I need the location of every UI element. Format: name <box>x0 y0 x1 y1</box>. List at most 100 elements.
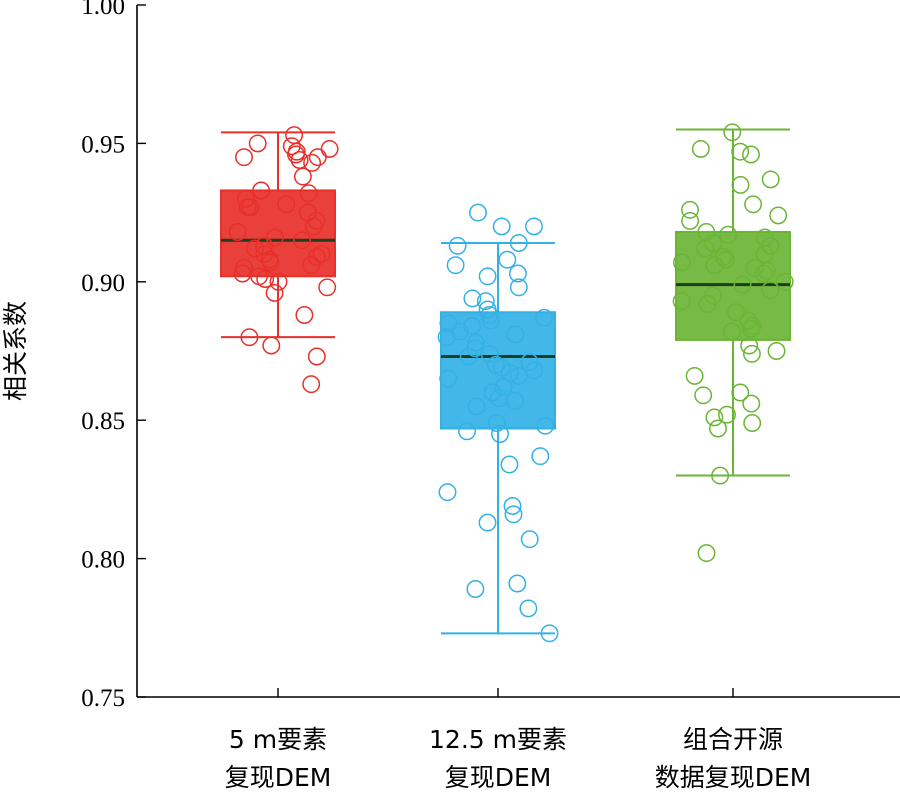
data-point <box>744 195 763 214</box>
data-point <box>478 513 497 532</box>
data-point <box>439 369 458 388</box>
data-point <box>719 225 738 244</box>
data-point <box>709 419 727 438</box>
data-point <box>262 336 281 355</box>
data-point <box>293 231 312 250</box>
data-point <box>520 530 539 549</box>
data-point <box>509 366 528 385</box>
data-point <box>467 397 486 416</box>
data-point <box>718 405 736 424</box>
data-point <box>705 256 724 275</box>
data-point <box>318 278 337 297</box>
data-point <box>731 142 750 161</box>
data-point <box>246 239 264 258</box>
data-point <box>698 294 717 313</box>
y-tick-label: 0.75 <box>81 685 125 712</box>
data-point <box>307 347 326 366</box>
data-point <box>287 145 305 164</box>
x-category-label: 12.5 m要素 <box>429 725 567 754</box>
data-point <box>466 333 485 352</box>
data-point <box>261 253 280 272</box>
y-axis-title: 相关系数 <box>1 301 30 401</box>
box-group-1 <box>220 126 339 394</box>
data-point <box>722 322 741 341</box>
data-point <box>531 447 550 466</box>
data-point <box>312 245 331 264</box>
data-point <box>492 217 511 236</box>
data-point <box>282 137 301 156</box>
data-point <box>483 383 502 402</box>
data-point <box>238 198 257 217</box>
data-point <box>295 306 314 324</box>
data-point <box>525 361 544 380</box>
data-point <box>302 375 321 394</box>
y-tick-label: 0.95 <box>81 131 125 158</box>
data-point <box>487 414 506 432</box>
data-point <box>705 408 724 427</box>
data-point <box>437 328 456 347</box>
data-point <box>696 239 715 258</box>
data-point <box>235 148 253 167</box>
data-point <box>711 466 730 485</box>
data-point <box>767 342 786 360</box>
data-point <box>691 139 710 158</box>
data-point <box>469 203 487 222</box>
data-point <box>466 580 485 598</box>
data-point <box>303 153 322 172</box>
y-tick-label: 1.00 <box>81 0 125 20</box>
data-point <box>446 256 465 275</box>
data-point <box>277 195 296 214</box>
data-point <box>723 123 742 142</box>
data-point <box>742 344 761 363</box>
x-category-label: 复现DEM <box>225 763 332 792</box>
data-point <box>265 283 284 302</box>
x-category-label: 复现DEM <box>445 763 552 792</box>
y-tick-label: 0.85 <box>81 408 125 435</box>
data-point <box>681 200 699 219</box>
data-point <box>742 394 761 413</box>
data-point <box>248 134 267 153</box>
box-group-2 <box>437 203 559 643</box>
data-point <box>498 250 517 269</box>
data-point <box>519 599 538 618</box>
data-point <box>458 422 476 441</box>
y-tick-label: 0.80 <box>81 547 125 574</box>
data-point <box>302 256 321 275</box>
data-point <box>731 383 750 402</box>
data-point <box>769 206 788 225</box>
data-point <box>252 181 271 200</box>
data-point <box>761 281 780 300</box>
data-point <box>237 189 255 208</box>
data-point <box>672 253 691 272</box>
data-point <box>697 544 716 563</box>
data-point <box>731 175 750 194</box>
data-point <box>285 126 304 145</box>
data-point <box>520 353 539 372</box>
iqr-box <box>440 311 556 430</box>
data-point <box>733 275 752 294</box>
data-point <box>727 303 745 322</box>
data-point <box>304 217 323 236</box>
data-point <box>525 217 543 236</box>
data-point <box>320 139 339 158</box>
data-point <box>506 325 525 344</box>
data-point <box>508 574 527 593</box>
x-category-label: 组合开源 <box>683 725 783 754</box>
data-point <box>459 347 478 366</box>
data-point <box>463 317 482 336</box>
data-point <box>540 624 559 643</box>
data-point <box>290 151 309 169</box>
data-point <box>743 317 762 336</box>
chart-marks <box>220 123 794 643</box>
data-point <box>536 416 555 435</box>
data-point <box>506 391 524 410</box>
data-point <box>228 223 247 241</box>
data-point <box>438 483 457 502</box>
data-point <box>743 414 762 432</box>
data-point <box>448 236 467 255</box>
data-point <box>509 234 528 252</box>
data-point <box>739 311 758 330</box>
data-point <box>694 386 713 405</box>
